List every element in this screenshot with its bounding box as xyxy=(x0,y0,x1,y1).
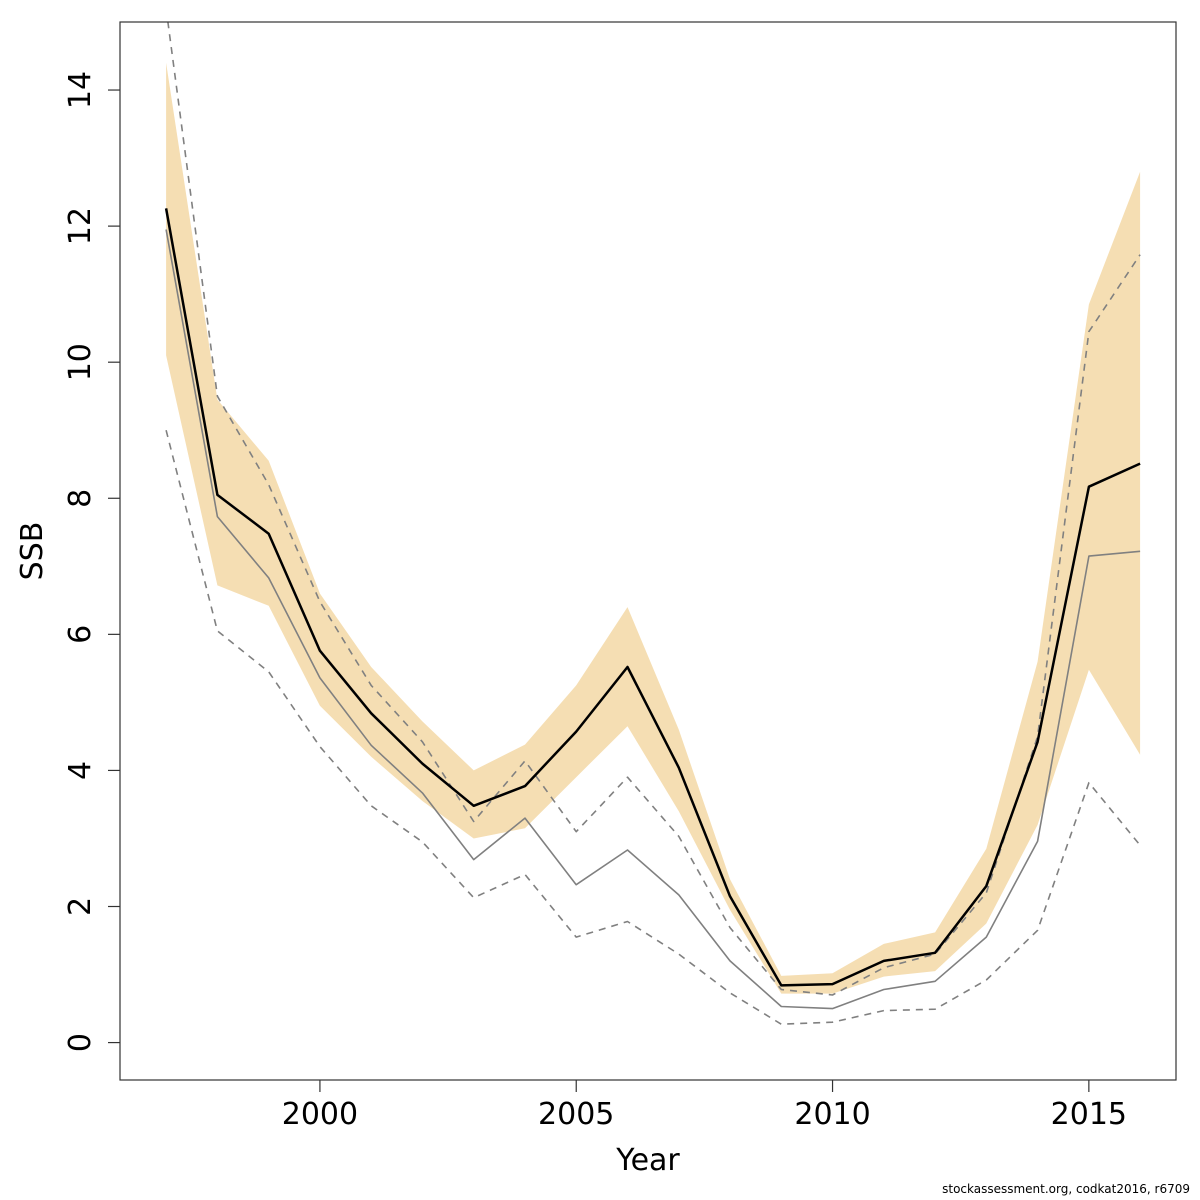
y-axis: 0 2 4 6 8 10 12 14 xyxy=(63,71,120,1052)
y-axis-title: SSB xyxy=(15,522,50,581)
plot-area xyxy=(164,22,1141,1025)
plot-frame xyxy=(119,21,1177,1081)
x-tick-label: 2000 xyxy=(282,1097,358,1132)
ssb-estimate-line xyxy=(164,208,1141,987)
y-tick-label: 10 xyxy=(63,343,98,381)
y-tick-label: 8 xyxy=(63,489,98,508)
confidence-band xyxy=(166,62,1141,994)
y-tick-label: 14 xyxy=(63,71,98,109)
y-tick-label: 4 xyxy=(63,761,98,780)
comparison-upper-dashed-line xyxy=(167,22,1141,996)
x-axis-title: Year xyxy=(615,1143,680,1178)
x-tick-label: 2010 xyxy=(794,1097,870,1132)
footer-credit: stockassessment.org, codkat2016, r6709 xyxy=(942,1182,1190,1196)
x-axis: 2000 2005 2010 2015 xyxy=(282,1080,1127,1132)
y-tick-label: 12 xyxy=(63,207,98,245)
y-tick-label: 0 xyxy=(63,1033,98,1052)
comparison-lower-dashed-line xyxy=(165,430,1141,1025)
comparison-line xyxy=(165,229,1141,1010)
y-tick-label: 2 xyxy=(63,897,98,916)
x-tick-label: 2015 xyxy=(1051,1097,1127,1132)
y-tick-label: 6 xyxy=(63,625,98,644)
x-tick-label: 2005 xyxy=(538,1097,614,1132)
